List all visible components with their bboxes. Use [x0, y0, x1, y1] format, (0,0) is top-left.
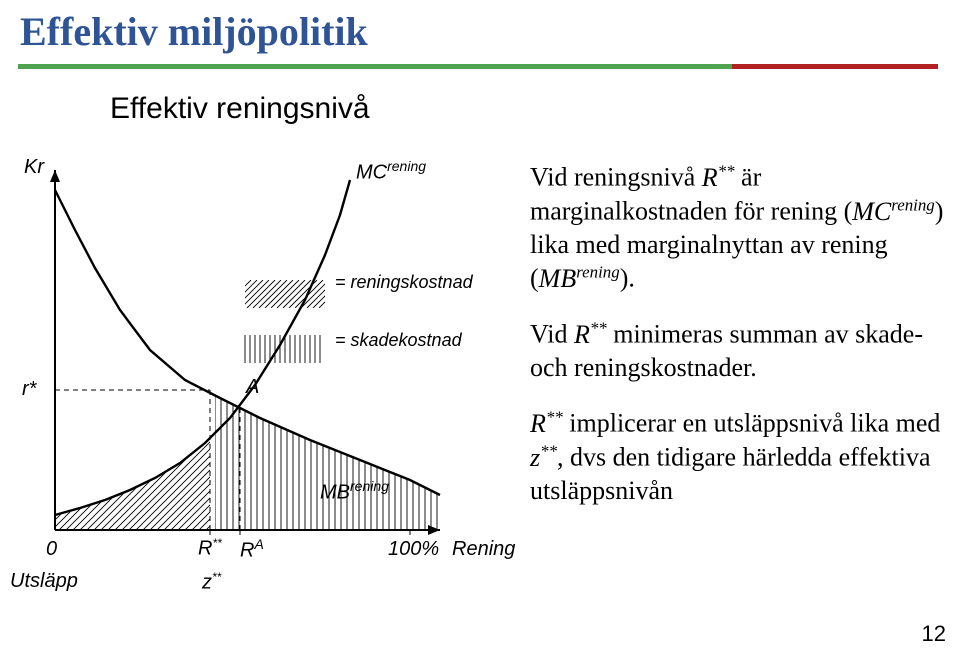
- p1-R: R**: [702, 163, 735, 192]
- paragraph-1: Vid reningsnivå R** är marginalkostnaden…: [530, 160, 950, 295]
- p3-R-base: R: [530, 409, 546, 438]
- x-tick-RA: RA: [240, 536, 264, 563]
- paragraph-3: R** implicerar en utsläppsnivå lika med …: [530, 406, 950, 507]
- p1-MB-sup: rening: [576, 262, 619, 281]
- x-tick-RA-sup: A: [254, 536, 263, 552]
- p1-MC: MCrening: [852, 197, 934, 226]
- subtitle-text: Effektiv reningsnivå: [110, 92, 370, 125]
- z-double-star-label: z**: [202, 570, 221, 595]
- mc-curve-label: MCrening: [356, 158, 426, 185]
- p3-R: R**: [530, 409, 563, 438]
- p3-a: implicerar en utsläppsnivå lika med: [563, 409, 941, 438]
- mb-base: MB: [320, 482, 350, 504]
- r-star-label: r*: [22, 378, 36, 401]
- mb-curve-label: MBrening: [320, 478, 389, 505]
- p2-R-base: R: [574, 320, 590, 349]
- p1-MC-base: MC: [852, 197, 891, 226]
- p1-R-base: R: [702, 163, 718, 192]
- p1-MB-base: MB: [539, 264, 577, 293]
- mc-sup: rening: [387, 158, 426, 174]
- p2-a: Vid: [530, 320, 574, 349]
- y-axis-label: Kr: [24, 156, 44, 179]
- subtitle: Effektiv reningsnivå: [110, 92, 370, 126]
- mc-base: MC: [356, 162, 387, 184]
- x-tick-Rss: R**: [198, 536, 222, 561]
- z-label-base: z: [202, 572, 212, 594]
- point-A-label: A: [246, 376, 259, 399]
- chart: Kr 0 R** RA 100% Rening Utsläpp r* A z**…: [10, 160, 510, 600]
- p3-b: , dvs den tidigare härledda effektiva ut…: [530, 443, 931, 505]
- p2-R: R**: [574, 320, 607, 349]
- legend-skadekostnad: = skadekostnad: [335, 330, 462, 351]
- mb-sup: rening: [350, 478, 389, 494]
- page-title: Effektiv miljöpolitik: [20, 8, 368, 55]
- p3-z: z**: [530, 443, 557, 472]
- paragraph-2: Vid R** minimeras summan av skade- och r…: [530, 317, 950, 384]
- legend-reningskostnad: = reningskostnad: [335, 272, 473, 293]
- x-axis-right-label: Rening: [452, 538, 515, 561]
- chart-svg: [10, 160, 510, 600]
- x-tick-RA-base: R: [240, 540, 254, 562]
- p1-a: Vid reningsnivå: [530, 163, 702, 192]
- p1-MB: MBrening: [539, 264, 620, 293]
- title-rule-red: [732, 64, 938, 69]
- x-axis-left-bottom-label: Utsläpp: [10, 570, 78, 593]
- p1-d: ).: [620, 264, 635, 293]
- text-column: Vid reningsnivå R** är marginalkostnaden…: [530, 160, 950, 529]
- page-number: 12: [922, 621, 946, 647]
- p1-MC-sup: rening: [891, 195, 934, 214]
- x-tick-0: 0: [46, 538, 57, 561]
- title-text: Effektiv miljöpolitik: [20, 9, 368, 54]
- x-tick-100: 100%: [388, 538, 439, 561]
- p3-z-base: z: [530, 443, 540, 472]
- x-tick-Rss-base: R: [198, 538, 212, 560]
